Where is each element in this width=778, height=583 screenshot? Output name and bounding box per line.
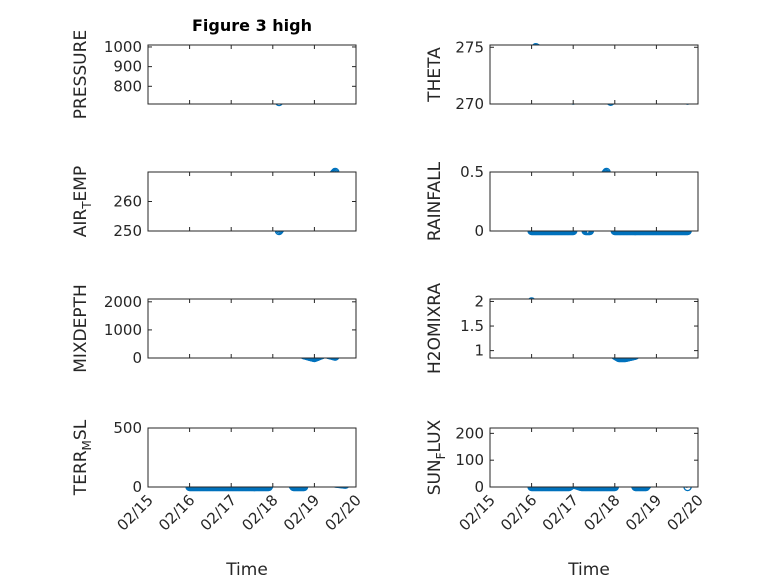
y-tick-label: 0: [474, 478, 484, 496]
y-tick-label: 0: [132, 478, 142, 496]
x-tick-label: 02/16: [155, 491, 198, 534]
y-axis-label: THETA: [425, 47, 445, 103]
axes-frame: [489, 298, 699, 359]
x-tick-label: 02/20: [322, 491, 365, 534]
y-tick-label: 0: [474, 222, 484, 240]
subplot-h2omixra: 1 1.5 2 H2OMIXRA: [425, 283, 699, 374]
y-axis-label: RAINFALL: [425, 161, 445, 241]
axes-frame: [147, 298, 357, 359]
y-tick-label: 0: [132, 349, 142, 367]
axes-frame: [489, 171, 699, 232]
y-tick-label: 260: [113, 193, 142, 211]
y-axis-label: TERRMSL: [71, 419, 94, 496]
y-tick-label: 200: [455, 424, 484, 442]
chart-title: Figure 3 high: [192, 16, 312, 35]
y-tick-label: 270: [455, 95, 484, 113]
subplot-air-temp: 250 260 AIRTEMP: [71, 166, 357, 240]
y-tick-label: 0.5: [460, 163, 484, 181]
axes-frame: [489, 44, 699, 105]
x-tick-label: 02/18: [580, 491, 623, 534]
y-axis-label: PRESSURE: [71, 30, 91, 119]
y-tick-label: 250: [113, 222, 142, 240]
x-tick-label: 02/16: [497, 491, 540, 534]
x-tick-label: 02/15: [114, 491, 157, 534]
subplot-mixdepth: 0 1000 2000 MIXDEPTH: [71, 284, 357, 373]
y-tick-label: 1: [474, 342, 484, 360]
y-axis-label: H2OMIXRA: [425, 283, 445, 374]
subplot-theta: 270 275 THETA: [425, 38, 699, 113]
x-tick-label: 02/17: [197, 491, 240, 534]
y-axis-label: AIRTEMP: [71, 166, 94, 237]
y-tick-label: 275: [455, 38, 484, 56]
axes-frame: [147, 44, 357, 105]
subplot-rainfall: 0 0.5 RAINFALL: [425, 161, 699, 241]
y-tick-label: 1.5: [460, 317, 484, 335]
y-axis-label: SUNFLUX: [425, 419, 448, 495]
y-tick-label: 100: [455, 451, 484, 469]
axes-frame: [147, 171, 357, 232]
y-tick-label: 1000: [104, 38, 142, 56]
x-tick-label: 02/19: [622, 491, 665, 534]
y-tick-label: 1000: [104, 321, 142, 339]
axes-frame: [489, 427, 699, 488]
axes-frame: [147, 427, 357, 488]
x-tick-label: 02/17: [539, 491, 582, 534]
y-tick-label: 2: [474, 292, 484, 310]
y-tick-label: 800: [113, 77, 142, 95]
x-tick-label: 02/19: [280, 491, 323, 534]
y-tick-label: 500: [113, 419, 142, 437]
x-tick-label: 02/18: [238, 491, 281, 534]
x-tick-label: 02/20: [664, 491, 707, 534]
x-tick-label: 02/15: [456, 491, 499, 534]
x-axis-label: Time: [567, 560, 610, 580]
y-tick-label: 900: [113, 58, 142, 76]
y-tick-label: 2000: [104, 293, 142, 311]
x-axis-label: Time: [225, 560, 268, 580]
y-axis-label: MIXDEPTH: [71, 284, 91, 373]
